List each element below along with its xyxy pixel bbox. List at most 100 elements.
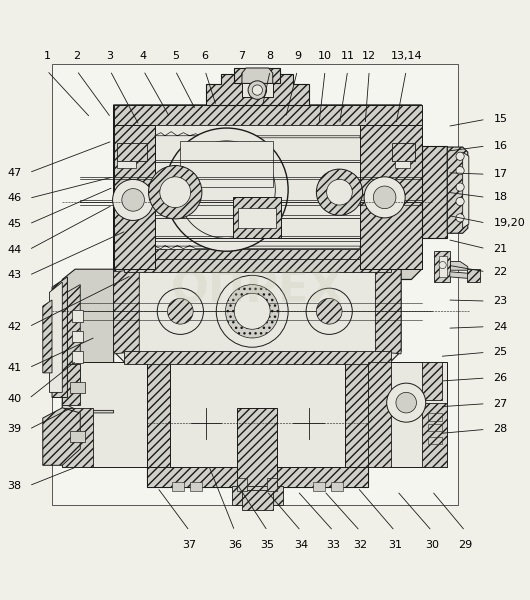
Circle shape — [252, 85, 262, 95]
Polygon shape — [113, 248, 421, 269]
Polygon shape — [113, 105, 421, 125]
Text: 30: 30 — [425, 540, 439, 550]
Polygon shape — [43, 408, 80, 465]
Polygon shape — [368, 362, 447, 467]
Polygon shape — [52, 277, 67, 398]
Text: 42: 42 — [7, 322, 21, 332]
Text: 2: 2 — [73, 52, 80, 61]
Bar — [117, 143, 147, 161]
Polygon shape — [43, 300, 52, 373]
Circle shape — [216, 275, 288, 347]
Polygon shape — [113, 125, 155, 269]
Bar — [439, 256, 447, 277]
Polygon shape — [113, 125, 155, 269]
Circle shape — [160, 177, 191, 208]
Text: 35: 35 — [261, 540, 275, 550]
Bar — [435, 251, 450, 282]
Text: 45: 45 — [7, 219, 21, 229]
Polygon shape — [463, 152, 469, 228]
Polygon shape — [421, 403, 447, 467]
Circle shape — [439, 262, 446, 269]
Text: 33: 33 — [326, 540, 340, 550]
Circle shape — [234, 293, 270, 329]
Polygon shape — [113, 264, 401, 362]
Polygon shape — [113, 105, 421, 280]
Text: 29: 29 — [458, 540, 472, 550]
Circle shape — [387, 383, 426, 422]
Text: 28: 28 — [493, 424, 508, 434]
Text: ОПРЕХ: ОПРЕХ — [171, 268, 344, 311]
Polygon shape — [450, 272, 469, 278]
Bar — [395, 161, 410, 167]
Bar — [392, 143, 415, 161]
Bar — [233, 197, 281, 238]
Circle shape — [178, 141, 275, 238]
Text: 38: 38 — [7, 481, 21, 491]
Bar — [313, 482, 325, 491]
Circle shape — [396, 392, 417, 413]
Circle shape — [157, 288, 204, 334]
Bar — [72, 331, 83, 342]
Text: 22: 22 — [493, 267, 508, 277]
Bar — [72, 352, 83, 362]
Circle shape — [456, 183, 464, 191]
Bar — [428, 437, 442, 444]
Polygon shape — [206, 74, 308, 105]
Text: 19,20: 19,20 — [493, 218, 525, 228]
Polygon shape — [344, 362, 368, 487]
Polygon shape — [180, 141, 273, 187]
Circle shape — [122, 188, 144, 211]
Text: 34: 34 — [294, 540, 308, 550]
Text: 21: 21 — [493, 244, 508, 254]
Bar — [237, 478, 247, 491]
Text: 37: 37 — [182, 540, 197, 550]
Circle shape — [306, 288, 352, 334]
Polygon shape — [375, 269, 401, 354]
Circle shape — [148, 166, 202, 219]
Bar — [172, 482, 184, 491]
Polygon shape — [155, 131, 360, 138]
Text: 23: 23 — [493, 296, 508, 306]
Polygon shape — [113, 269, 139, 354]
Bar — [117, 161, 136, 167]
Bar — [237, 408, 277, 487]
Polygon shape — [63, 364, 80, 405]
Text: 26: 26 — [493, 373, 508, 383]
Text: 1: 1 — [43, 52, 50, 61]
Text: 46: 46 — [7, 193, 21, 203]
Polygon shape — [368, 362, 391, 467]
Polygon shape — [242, 68, 273, 83]
Circle shape — [316, 298, 342, 324]
Bar — [428, 413, 442, 421]
Polygon shape — [124, 352, 391, 364]
Polygon shape — [63, 408, 93, 467]
Text: 16: 16 — [493, 141, 507, 151]
Text: 4: 4 — [140, 52, 147, 61]
Circle shape — [326, 179, 352, 205]
Polygon shape — [421, 146, 447, 238]
Bar — [190, 482, 202, 491]
Text: 18: 18 — [493, 193, 508, 202]
Text: 43: 43 — [7, 271, 21, 280]
Text: 39: 39 — [7, 424, 21, 434]
Text: 44: 44 — [7, 245, 21, 254]
Bar — [428, 424, 442, 431]
Circle shape — [364, 177, 405, 218]
Text: 3: 3 — [107, 52, 113, 61]
Circle shape — [112, 179, 154, 220]
Polygon shape — [63, 362, 147, 467]
Polygon shape — [63, 403, 113, 413]
Text: 41: 41 — [7, 363, 21, 373]
Polygon shape — [147, 467, 368, 487]
Text: 12: 12 — [362, 52, 376, 61]
Circle shape — [226, 284, 279, 338]
Polygon shape — [49, 282, 63, 392]
Circle shape — [456, 214, 464, 222]
Text: 13,14: 13,14 — [391, 52, 422, 61]
Text: 36: 36 — [228, 540, 242, 550]
Text: 27: 27 — [493, 398, 508, 409]
Circle shape — [248, 81, 267, 100]
Text: 40: 40 — [7, 394, 21, 404]
Text: 5: 5 — [172, 52, 179, 61]
Bar — [232, 486, 283, 505]
